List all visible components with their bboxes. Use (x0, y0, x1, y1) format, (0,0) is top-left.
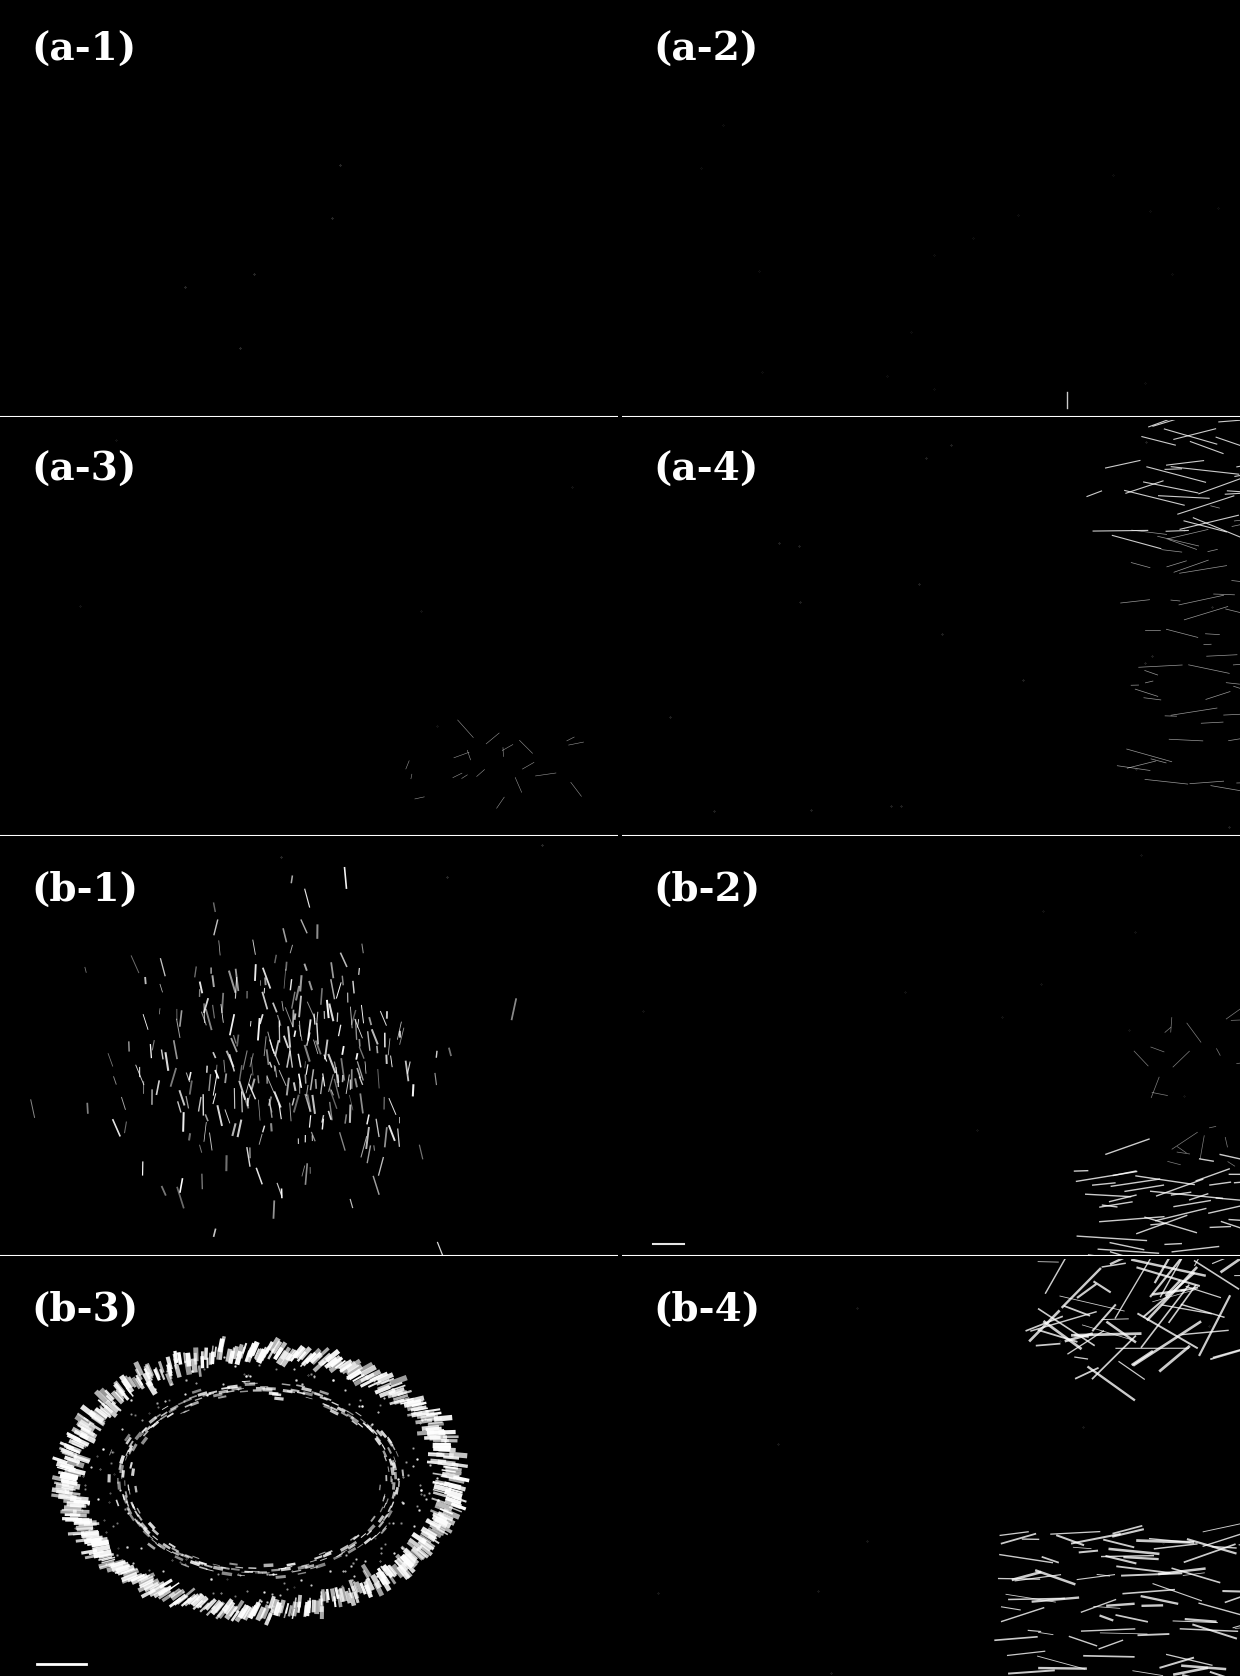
Text: (a-4): (a-4) (653, 451, 759, 489)
Text: (b-2): (b-2) (653, 870, 760, 908)
Text: (a-2): (a-2) (653, 30, 759, 69)
Text: (a-1): (a-1) (31, 30, 136, 69)
Text: (b-3): (b-3) (31, 1291, 138, 1329)
Text: (b-4): (b-4) (653, 1291, 760, 1329)
Text: (a-3): (a-3) (31, 451, 136, 489)
Text: (b-1): (b-1) (31, 870, 138, 908)
